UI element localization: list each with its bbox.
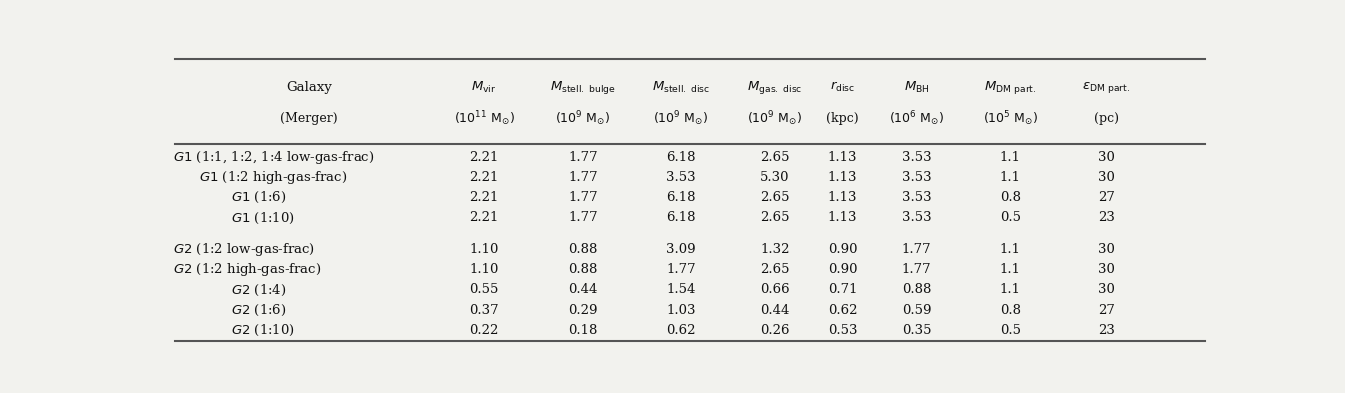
Text: 0.71: 0.71: [827, 283, 857, 296]
Text: $G2$ (1:6): $G2$ (1:6): [231, 303, 286, 318]
Text: 2.21: 2.21: [469, 191, 499, 204]
Text: 2.65: 2.65: [760, 263, 790, 276]
Text: 1.1: 1.1: [999, 151, 1021, 163]
Text: 3.53: 3.53: [901, 211, 931, 224]
Text: 30: 30: [1098, 263, 1115, 276]
Text: $(10^{6}\ \mathrm{M}_{\odot})$: $(10^{6}\ \mathrm{M}_{\odot})$: [889, 109, 944, 128]
Text: 0.35: 0.35: [901, 324, 931, 337]
Text: $G2$ (1:4): $G2$ (1:4): [231, 283, 286, 298]
Text: 1.1: 1.1: [999, 283, 1021, 296]
Text: 1.13: 1.13: [827, 171, 857, 184]
Text: $(10^{5}\ \mathrm{M}_{\odot})$: $(10^{5}\ \mathrm{M}_{\odot})$: [983, 109, 1038, 128]
Text: 1.77: 1.77: [901, 263, 931, 276]
Text: $G2$ (1:2 high-gas-frac): $G2$ (1:2 high-gas-frac): [174, 261, 321, 278]
Text: 30: 30: [1098, 171, 1115, 184]
Text: 1.03: 1.03: [666, 304, 695, 317]
Text: 1.13: 1.13: [827, 151, 857, 163]
Text: $G1$ (1:6): $G1$ (1:6): [231, 190, 286, 205]
Text: 23: 23: [1098, 324, 1115, 337]
Text: Galaxy: Galaxy: [286, 81, 332, 94]
Text: 0.29: 0.29: [568, 304, 597, 317]
Text: 0.62: 0.62: [666, 324, 695, 337]
Text: 0.8: 0.8: [999, 304, 1021, 317]
Text: 0.26: 0.26: [760, 324, 790, 337]
Text: 1.1: 1.1: [999, 263, 1021, 276]
Text: 23: 23: [1098, 211, 1115, 224]
Text: 0.22: 0.22: [469, 324, 499, 337]
Text: 0.62: 0.62: [827, 304, 857, 317]
Text: 0.88: 0.88: [569, 263, 597, 276]
Text: 30: 30: [1098, 243, 1115, 256]
Text: 1.32: 1.32: [760, 243, 790, 256]
Text: $(10^{11}\ \mathrm{M}_{\odot})$: $(10^{11}\ \mathrm{M}_{\odot})$: [453, 109, 514, 128]
Text: 0.90: 0.90: [827, 263, 857, 276]
Text: 2.65: 2.65: [760, 151, 790, 163]
Text: 0.37: 0.37: [469, 304, 499, 317]
Text: 5.30: 5.30: [760, 171, 790, 184]
Text: 1.13: 1.13: [827, 191, 857, 204]
Text: 6.18: 6.18: [666, 191, 695, 204]
Text: $\epsilon_{\mathrm{DM\ part.}}$: $\epsilon_{\mathrm{DM\ part.}}$: [1083, 80, 1130, 95]
Text: 0.8: 0.8: [999, 191, 1021, 204]
Text: 0.44: 0.44: [760, 304, 790, 317]
Text: $(10^{9}\ \mathrm{M}_{\odot})$: $(10^{9}\ \mathrm{M}_{\odot})$: [555, 109, 611, 128]
Text: 0.44: 0.44: [569, 283, 597, 296]
Text: 0.88: 0.88: [569, 243, 597, 256]
Text: (Merger): (Merger): [280, 112, 338, 125]
Text: 0.66: 0.66: [760, 283, 790, 296]
Text: $M_{\mathrm{BH}}$: $M_{\mathrm{BH}}$: [904, 80, 929, 95]
Text: $M_{\mathrm{DM\ part.}}$: $M_{\mathrm{DM\ part.}}$: [985, 79, 1037, 96]
Text: 1.13: 1.13: [827, 211, 857, 224]
Text: 1.77: 1.77: [568, 151, 597, 163]
Text: 1.77: 1.77: [901, 243, 931, 256]
Text: $G1$ (1:1, 1:2, 1:4 low-gas-frac): $G1$ (1:1, 1:2, 1:4 low-gas-frac): [174, 149, 375, 166]
Text: $M_{\mathrm{vir}}$: $M_{\mathrm{vir}}$: [471, 80, 496, 95]
Text: 0.90: 0.90: [827, 243, 857, 256]
Text: 1.1: 1.1: [999, 243, 1021, 256]
Text: 27: 27: [1098, 304, 1115, 317]
Text: 0.59: 0.59: [901, 304, 931, 317]
Text: $G2$ (1:10): $G2$ (1:10): [231, 323, 295, 338]
Text: 0.5: 0.5: [999, 211, 1021, 224]
Text: 1.10: 1.10: [469, 263, 499, 276]
Text: $M_{\mathrm{stell.\ bulge}}$: $M_{\mathrm{stell.\ bulge}}$: [550, 79, 616, 96]
Text: 0.5: 0.5: [999, 324, 1021, 337]
Text: 2.65: 2.65: [760, 191, 790, 204]
Text: $M_{\mathrm{gas.\ disc}}$: $M_{\mathrm{gas.\ disc}}$: [746, 79, 803, 96]
Text: (kpc): (kpc): [826, 112, 859, 125]
Text: 1.77: 1.77: [568, 211, 597, 224]
Text: 0.88: 0.88: [902, 283, 931, 296]
Text: 2.21: 2.21: [469, 151, 499, 163]
Text: $G1$ (1:2 high-gas-frac): $G1$ (1:2 high-gas-frac): [199, 169, 347, 186]
Text: 1.77: 1.77: [568, 171, 597, 184]
Text: 3.53: 3.53: [901, 191, 931, 204]
Text: 2.21: 2.21: [469, 171, 499, 184]
Text: 0.18: 0.18: [569, 324, 597, 337]
Text: 1.77: 1.77: [666, 263, 695, 276]
Text: 27: 27: [1098, 191, 1115, 204]
Text: $M_{\mathrm{stell.\ disc}}$: $M_{\mathrm{stell.\ disc}}$: [652, 80, 710, 95]
Text: 30: 30: [1098, 151, 1115, 163]
Text: 2.21: 2.21: [469, 211, 499, 224]
Text: 3.53: 3.53: [901, 171, 931, 184]
Text: $(10^{9}\ \mathrm{M}_{\odot})$: $(10^{9}\ \mathrm{M}_{\odot})$: [746, 109, 803, 128]
Text: $G2$ (1:2 low-gas-frac): $G2$ (1:2 low-gas-frac): [174, 241, 315, 258]
Text: 3.09: 3.09: [666, 243, 695, 256]
Text: 1.77: 1.77: [568, 191, 597, 204]
Text: 1.1: 1.1: [999, 171, 1021, 184]
Text: 0.55: 0.55: [469, 283, 499, 296]
Text: 1.54: 1.54: [666, 283, 695, 296]
Text: 30: 30: [1098, 283, 1115, 296]
Text: 6.18: 6.18: [666, 151, 695, 163]
Text: 1.10: 1.10: [469, 243, 499, 256]
Text: 6.18: 6.18: [666, 211, 695, 224]
Text: 2.65: 2.65: [760, 211, 790, 224]
Text: $(10^{9}\ \mathrm{M}_{\odot})$: $(10^{9}\ \mathrm{M}_{\odot})$: [654, 109, 709, 128]
Text: 3.53: 3.53: [666, 171, 695, 184]
Text: $G1$ (1:10): $G1$ (1:10): [231, 211, 295, 226]
Text: 3.53: 3.53: [901, 151, 931, 163]
Text: $r_{\mathrm{disc}}$: $r_{\mathrm{disc}}$: [830, 80, 855, 94]
Text: (pc): (pc): [1093, 112, 1119, 125]
Text: 0.53: 0.53: [827, 324, 857, 337]
